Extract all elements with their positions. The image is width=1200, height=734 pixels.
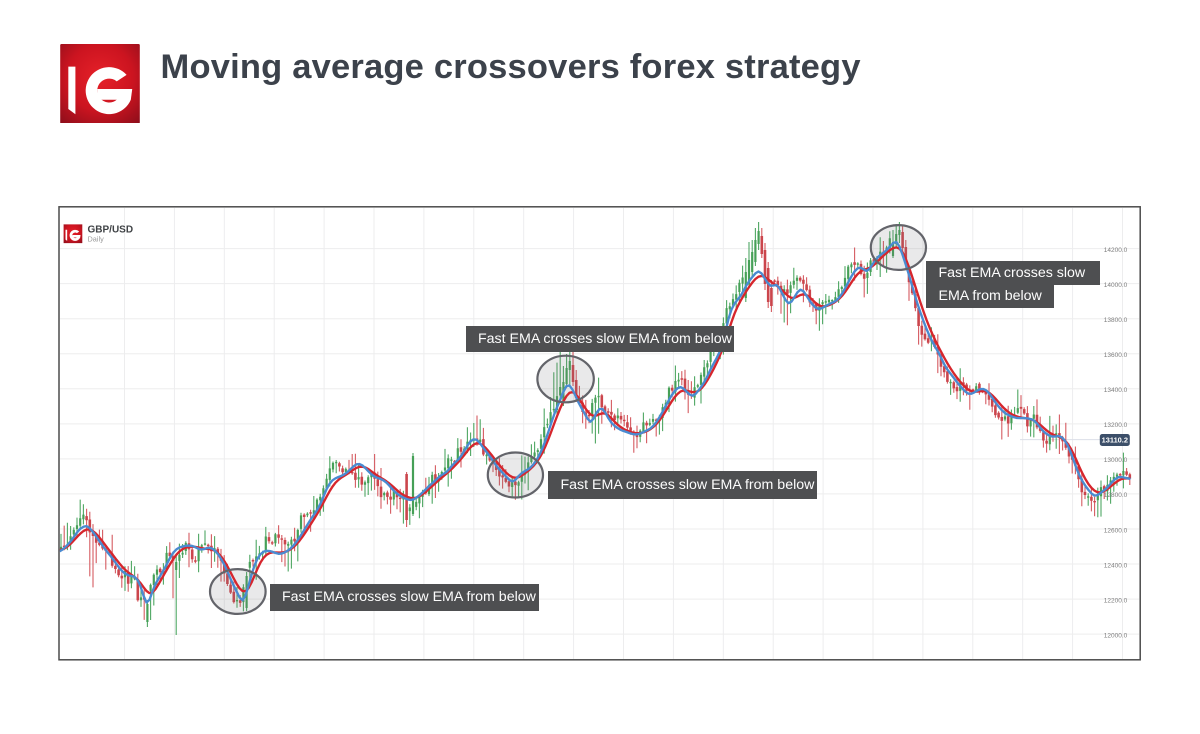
svg-text:12800.0: 12800.0 [1104, 492, 1128, 499]
svg-text:13400.0: 13400.0 [1104, 387, 1128, 394]
svg-text:13800.0: 13800.0 [1104, 317, 1128, 324]
svg-text:13600.0: 13600.0 [1104, 352, 1128, 359]
svg-text:Daily: Daily [88, 235, 105, 244]
svg-text:12200.0: 12200.0 [1104, 597, 1128, 604]
svg-text:13110.2: 13110.2 [1102, 436, 1128, 445]
svg-text:GBP/USD: GBP/USD [88, 225, 134, 236]
svg-text:12000.0: 12000.0 [1104, 632, 1128, 639]
svg-text:14000.0: 14000.0 [1104, 282, 1128, 289]
svg-text:13000.0: 13000.0 [1104, 457, 1128, 464]
svg-text:12400.0: 12400.0 [1104, 562, 1128, 569]
svg-text:13200.0: 13200.0 [1104, 422, 1128, 429]
svg-text:12600.0: 12600.0 [1104, 527, 1128, 534]
svg-text:14200.0: 14200.0 [1104, 247, 1128, 254]
